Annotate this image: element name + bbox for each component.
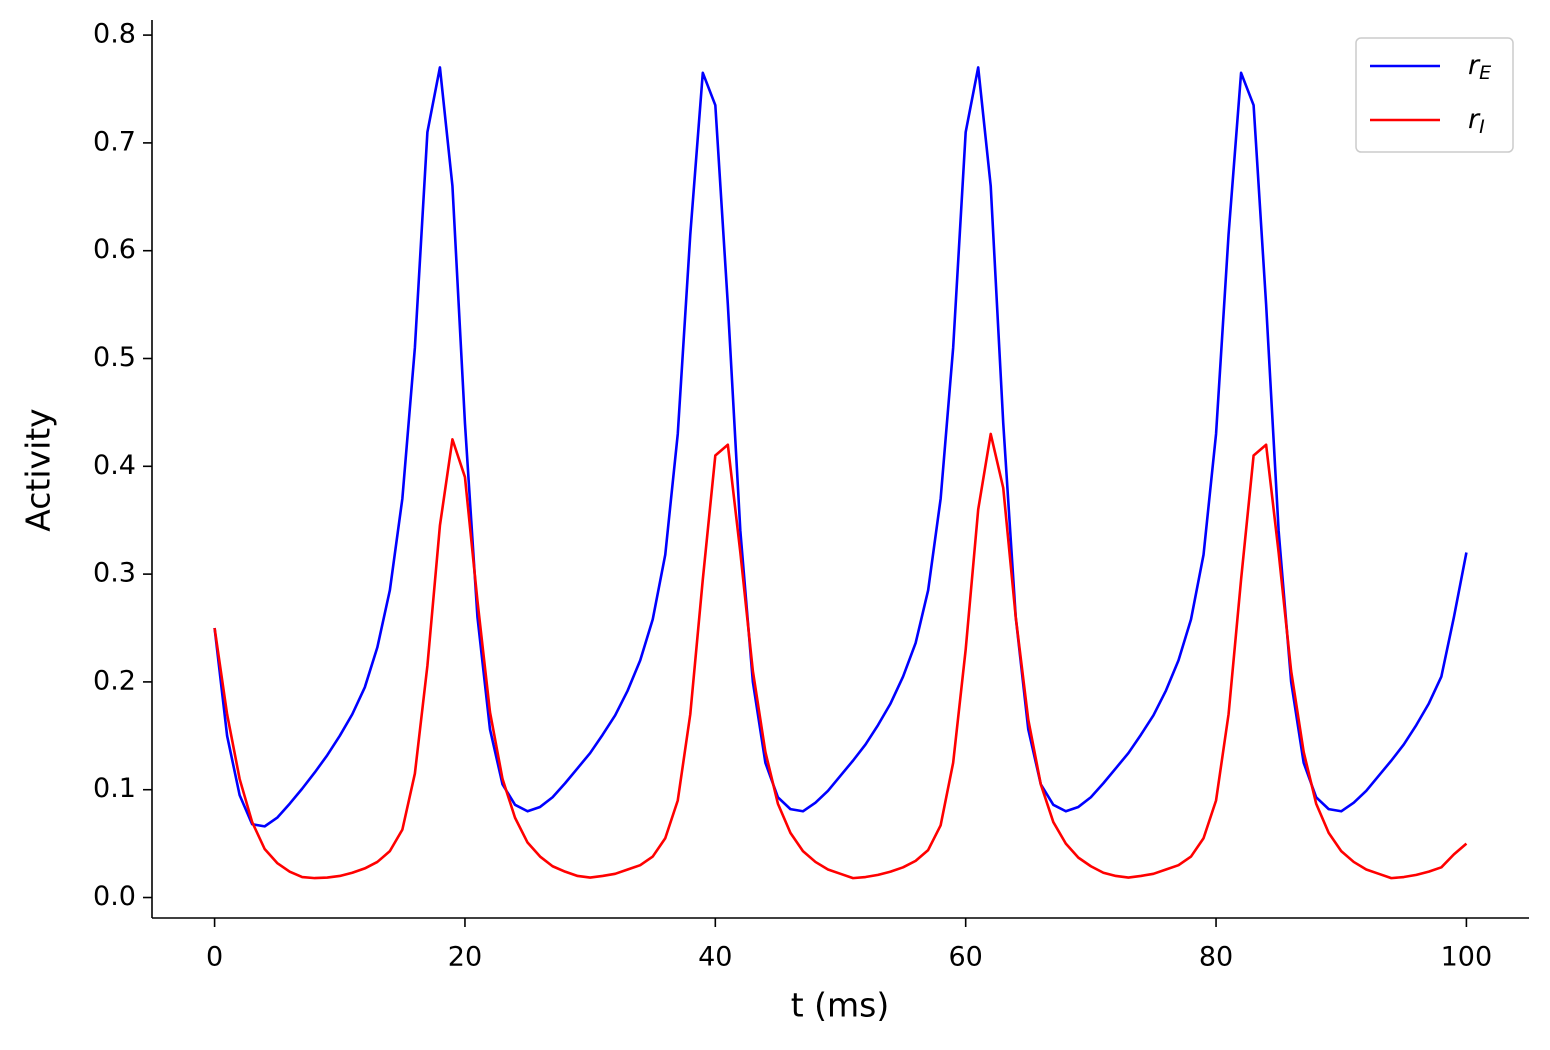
x-tick-label: 0	[206, 942, 223, 973]
series-line	[213, 432, 1468, 880]
x-tick-label: 80	[1199, 942, 1233, 973]
y-tick-label: 0.6	[93, 234, 136, 265]
y-axis-label: Activity	[19, 408, 58, 531]
y-tick-label: 0.7	[93, 126, 136, 157]
x-tick-label: 100	[1441, 942, 1493, 973]
legend-label: rE	[1468, 50, 1491, 84]
y-tick-label: 0.5	[93, 342, 136, 373]
legend-box	[1355, 37, 1514, 153]
y-tick-label: 0.1	[93, 773, 136, 804]
y-tick-label: 0.3	[93, 558, 136, 589]
x-tick-label: 60	[949, 942, 983, 973]
y-tick-label: 0.8	[93, 19, 136, 50]
x-tick-label: 40	[698, 942, 732, 973]
x-axis-label: t (ms)	[791, 986, 890, 1025]
y-tick-label: 0.4	[93, 450, 136, 481]
y-tick-label: 0.0	[93, 881, 136, 912]
y-tick-label: 0.2	[93, 665, 136, 696]
x-tick-label: 20	[448, 942, 482, 973]
legend-label: rI	[1468, 104, 1485, 138]
series-line	[213, 66, 1468, 828]
legend: rE rI	[1355, 37, 1514, 153]
